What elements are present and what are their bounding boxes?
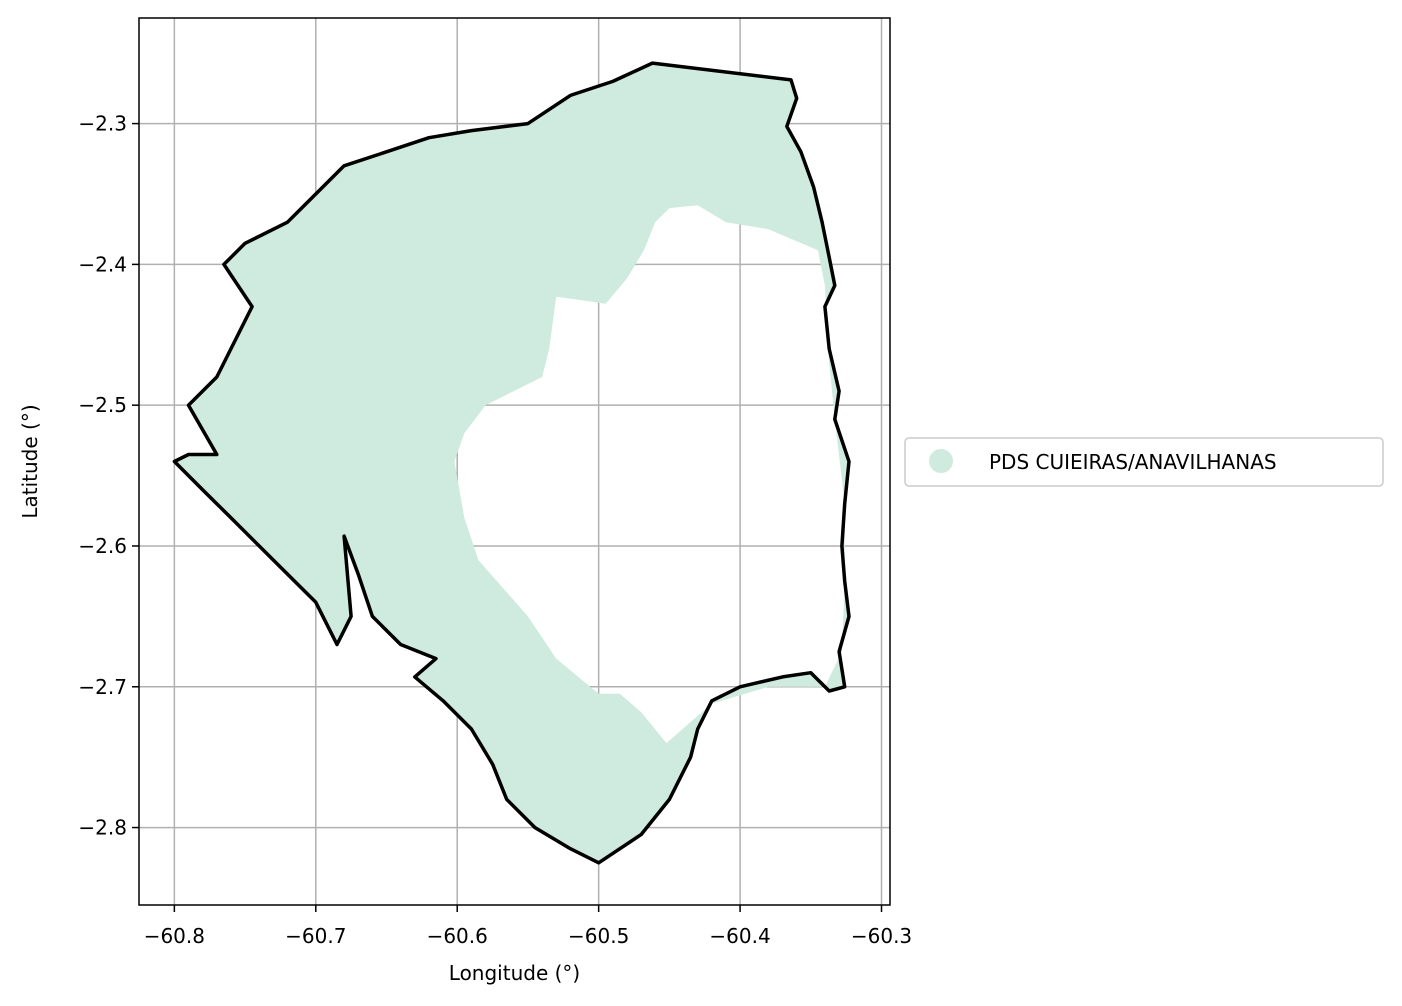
x-tick-label-4: −60.4 xyxy=(709,924,770,948)
y-axis-label: Latitude (°) xyxy=(18,404,42,518)
x-tick-label-1: −60.7 xyxy=(285,924,346,948)
y-tick-label-0: −2.3 xyxy=(78,112,127,136)
x-axis-ticks: −60.8 −60.7 −60.6 −60.5 −60.4 −60.3 xyxy=(144,905,912,948)
region-fill xyxy=(174,63,849,863)
y-tick-label-1: −2.4 xyxy=(78,252,127,276)
x-tick-label-0: −60.8 xyxy=(144,924,205,948)
legend-label: PDS CUIEIRAS/ANAVILHANAS xyxy=(989,450,1277,474)
x-axis-label: Longitude (°) xyxy=(449,961,580,985)
axes-frame xyxy=(138,17,891,906)
y-tick-label-2: −2.5 xyxy=(78,393,127,417)
y-tick-label-4: −2.7 xyxy=(78,675,127,699)
y-axis-ticks: −2.3 −2.4 −2.5 −2.6 −2.7 −2.8 xyxy=(78,112,139,840)
legend-marker xyxy=(929,449,953,473)
legend-box xyxy=(904,437,1384,487)
x-tick-label-3: −60.5 xyxy=(568,924,629,948)
y-tick-label-5: −2.8 xyxy=(78,816,127,840)
x-tick-label-5: −60.3 xyxy=(851,924,912,948)
region-boundary xyxy=(172,61,851,865)
y-tick-label-3: −2.6 xyxy=(78,534,127,558)
x-tick-label-2: −60.6 xyxy=(427,924,488,948)
legend: PDS CUIEIRAS/ANAVILHANAS xyxy=(904,437,1384,487)
